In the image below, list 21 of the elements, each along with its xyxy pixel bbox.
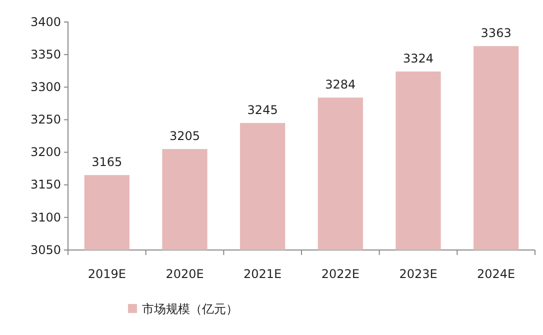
y-tick-label: 3350 xyxy=(30,47,61,62)
y-tick-label: 3250 xyxy=(30,112,61,127)
y-tick-label: 3400 xyxy=(30,14,61,29)
data-label: 3284 xyxy=(325,78,356,92)
y-tick-label: 3100 xyxy=(30,210,61,224)
data-label: 3363 xyxy=(480,26,512,40)
y-tick-label: 3150 xyxy=(30,178,61,192)
y-tick-label: 3300 xyxy=(30,80,61,94)
y-tick-label: 3200 xyxy=(30,145,61,160)
y-tick-label: 3050 xyxy=(30,242,61,257)
legend-label: 市场规模（亿元） xyxy=(142,302,238,316)
data-label: 3165 xyxy=(92,155,122,170)
x-tick-label: 2019E xyxy=(88,267,126,281)
x-tick-label: 2020E xyxy=(166,267,204,281)
data-label: 3205 xyxy=(169,129,200,144)
data-label: 3324 xyxy=(402,52,434,66)
x-tick-label: 2021E xyxy=(244,267,282,281)
x-tick-label: 2023E xyxy=(399,267,438,281)
x-tick-label: 2022E xyxy=(321,267,360,281)
x-tick-label: 2024E xyxy=(477,267,516,281)
data-label: 3245 xyxy=(247,102,278,117)
